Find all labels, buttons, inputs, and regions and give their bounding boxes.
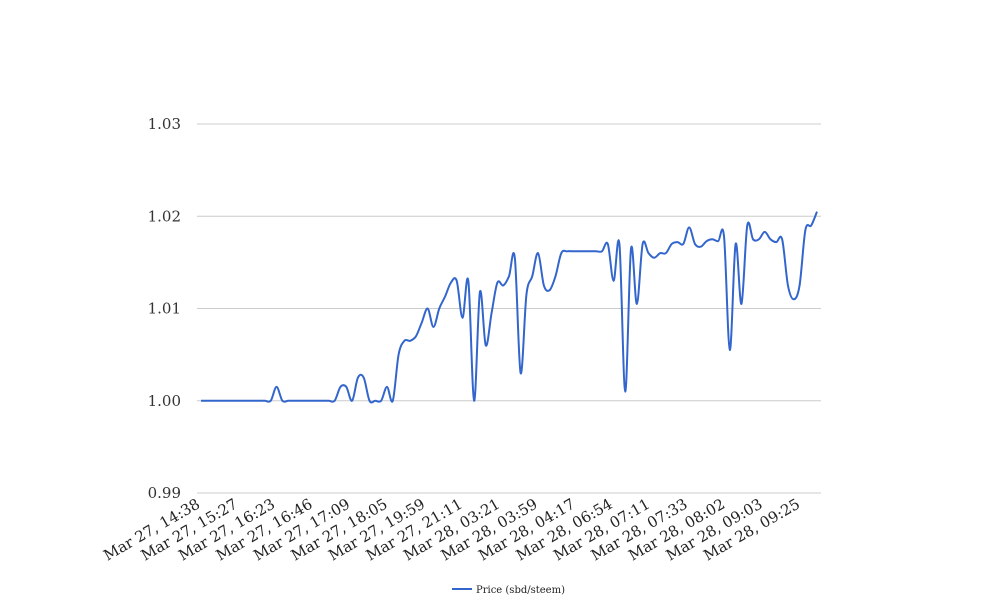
y-tick-label: 0.99 — [148, 484, 181, 502]
series-line-price[interactable] — [201, 211, 818, 404]
y-tick-label: 1.01 — [148, 300, 181, 318]
legend-label: Price (sbd/steem) — [476, 585, 565, 596]
legend[interactable]: Price (sbd/steem) — [452, 585, 565, 596]
series-layer — [201, 211, 818, 404]
y-axis: 0.99 1.00 1.01 1.02 1.03 — [148, 115, 181, 502]
y-tick-label: 1.02 — [148, 207, 181, 225]
y-tick-label: 1.00 — [148, 392, 181, 410]
y-tick-label: 1.03 — [148, 115, 181, 133]
